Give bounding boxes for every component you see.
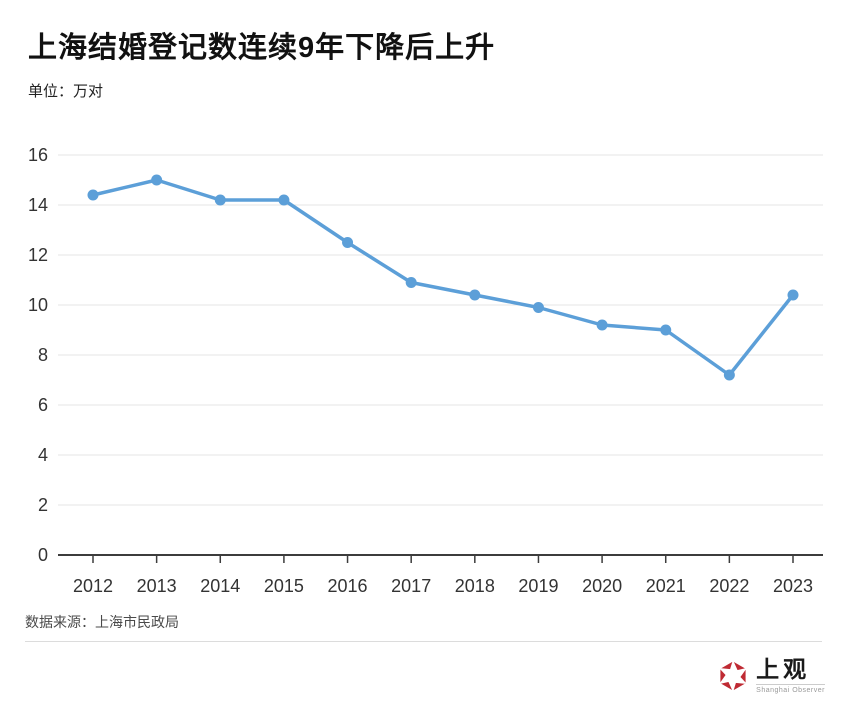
x-axis-tick-label: 2016 [328,576,368,596]
data-point [278,194,290,206]
y-axis-tick-label: 10 [28,295,48,315]
y-axis-tick-label: 4 [38,445,48,465]
data-point [532,302,544,313]
data-point [596,319,608,331]
footer-divider [25,641,822,642]
aperture-hexagon-logo-icon [718,660,748,692]
data-point [787,289,799,301]
x-axis-tick-label: 2022 [709,576,749,596]
x-axis-tick-label: 2012 [73,576,113,596]
x-axis-tick-label: 2019 [518,576,558,596]
data-point [405,277,417,288]
y-axis-tick-label: 12 [28,245,48,265]
data-point [660,324,672,336]
chart-title: 上海结婚登记数连续9年下降后上升 [28,32,496,64]
data-point [151,174,163,186]
y-axis-tick-label: 2 [38,495,48,515]
x-axis-tick-label: 2013 [137,576,177,596]
logo-text-cn: 上观 [756,656,811,682]
x-axis-tick-label: 2017 [391,576,431,596]
data-point [342,237,354,248]
x-axis-tick-label: 2020 [582,576,622,596]
data-point [214,194,226,206]
unit-label: 单位：万对 [28,83,104,100]
y-axis-tick-label: 16 [28,145,48,165]
x-axis-tick-label: 2021 [646,576,686,596]
x-axis-tick-label: 2018 [455,576,495,596]
data-point [469,289,481,301]
data-point [87,189,99,201]
data-point [723,369,735,381]
x-axis-tick-label: 2015 [264,576,304,596]
y-axis-tick-label: 6 [38,395,48,415]
shanghai-observer-logo: 上观 Shanghai Observer [717,658,825,694]
x-axis-tick-label: 2014 [200,576,240,596]
data-line [91,178,795,377]
y-axis-tick-label: 0 [38,545,48,565]
source-note: 数据来源：上海市民政局 [25,614,179,630]
logo-text-block: 上观 Shanghai Observer [756,658,825,694]
y-axis-tick-label: 14 [28,195,48,215]
y-axis-tick-label: 8 [38,345,48,365]
logo-text-en: Shanghai Observer [756,684,825,694]
x-axis-tick-label: 2023 [773,576,813,596]
